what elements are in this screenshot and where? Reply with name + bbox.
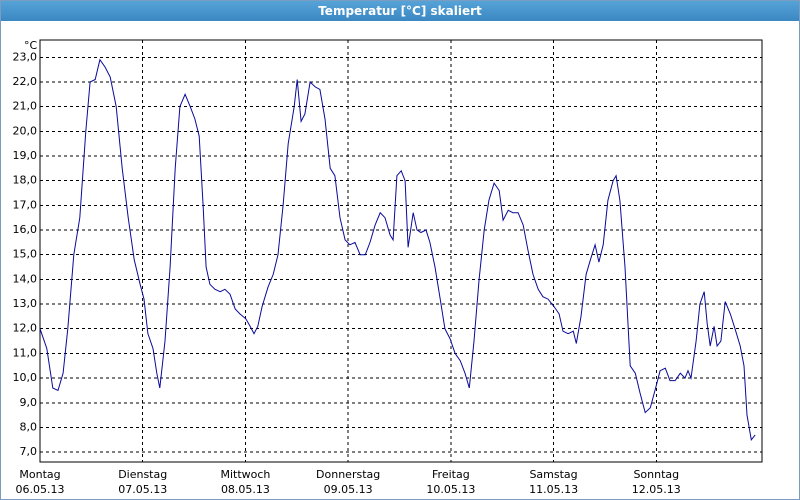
x-tick-label: Samstag xyxy=(529,468,577,481)
x-tick-date: 06.05.13 xyxy=(16,483,65,496)
plot-frame xyxy=(39,39,763,463)
y-tick-label: 14,0 xyxy=(13,272,38,285)
x-tick-label: Dienstag xyxy=(118,468,167,481)
y-tick-label: 21,0 xyxy=(13,100,38,113)
y-axis-label: °C xyxy=(24,39,38,52)
x-tick-label: Sonntag xyxy=(633,468,679,481)
y-tick-label: 22,0 xyxy=(13,75,38,88)
line xyxy=(39,58,756,441)
y-tick-label: 13,0 xyxy=(13,297,38,310)
x-tick-label: Donnerstag xyxy=(316,468,380,481)
y-tick-label: 16,0 xyxy=(13,223,38,236)
y-tick-label: 20,0 xyxy=(13,124,38,137)
x-tick-date: 09.05.13 xyxy=(324,483,373,496)
x-tick-date: 12.05.13 xyxy=(632,483,681,496)
x-tick-date: 08.05.13 xyxy=(221,483,270,496)
x-tick-date: 10.05.13 xyxy=(426,483,475,496)
y-tick-label: 10,0 xyxy=(13,371,38,384)
x-tick-label: Freitag xyxy=(432,468,470,481)
title-bar: Temperatur [°C] skaliert xyxy=(1,1,799,21)
y-tick-label: 18,0 xyxy=(13,174,38,187)
y-tick-label: 12,0 xyxy=(13,322,38,335)
y-tick-label: 17,0 xyxy=(13,198,38,211)
y-tick-label: 15,0 xyxy=(13,248,38,261)
y-tick-label: 9,0 xyxy=(20,396,38,409)
y-tick-label: 7,0 xyxy=(20,445,38,458)
y-tick-label: 23,0 xyxy=(13,50,38,63)
x-tick-label: Montag xyxy=(19,468,60,481)
y-tick-label: 11,0 xyxy=(13,346,38,359)
y-tick-label: 19,0 xyxy=(13,149,38,162)
x-tick-date: 07.05.13 xyxy=(118,483,167,496)
x-tick-label: Mittwoch xyxy=(220,468,270,481)
y-tick-label: 8,0 xyxy=(20,420,38,433)
x-tick-date: 11.05.13 xyxy=(529,483,578,496)
